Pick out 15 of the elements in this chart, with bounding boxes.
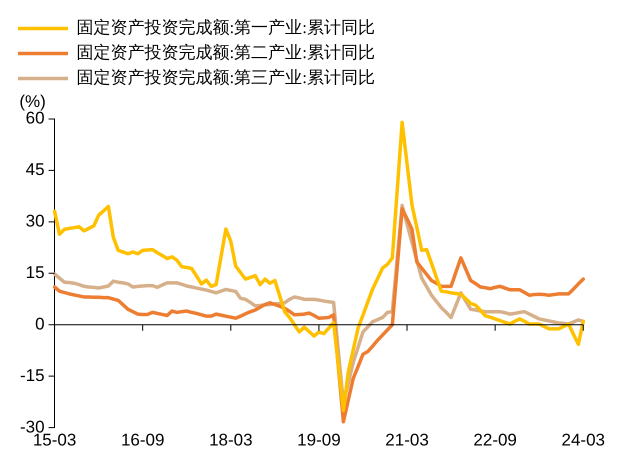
x-tick-label: 19-09 — [297, 430, 341, 450]
legend-label: 固定资产投资完成额:第一产业:累计同比 — [76, 18, 375, 37]
y-tick-label: 15 — [26, 262, 45, 282]
x-tick-label: 16-09 — [120, 430, 164, 450]
x-tick-label: 24-03 — [562, 430, 605, 450]
x-tick-label: 22-09 — [473, 430, 517, 450]
y-tick-label: -15 — [20, 366, 45, 385]
legend-label: 固定资产投资完成额:第三产业:累计同比 — [76, 68, 375, 87]
legend-label: 固定资产投资完成额:第二产业:累计同比 — [76, 42, 375, 62]
y-tick-label: 45 — [26, 160, 45, 180]
x-tick-label: 21-03 — [385, 430, 429, 450]
y-axis-title: (%) — [19, 92, 46, 112]
x-tick-label: 18-03 — [209, 430, 253, 450]
y-tick-label: 30 — [26, 212, 45, 231]
y-tick-label: 0 — [35, 314, 45, 334]
